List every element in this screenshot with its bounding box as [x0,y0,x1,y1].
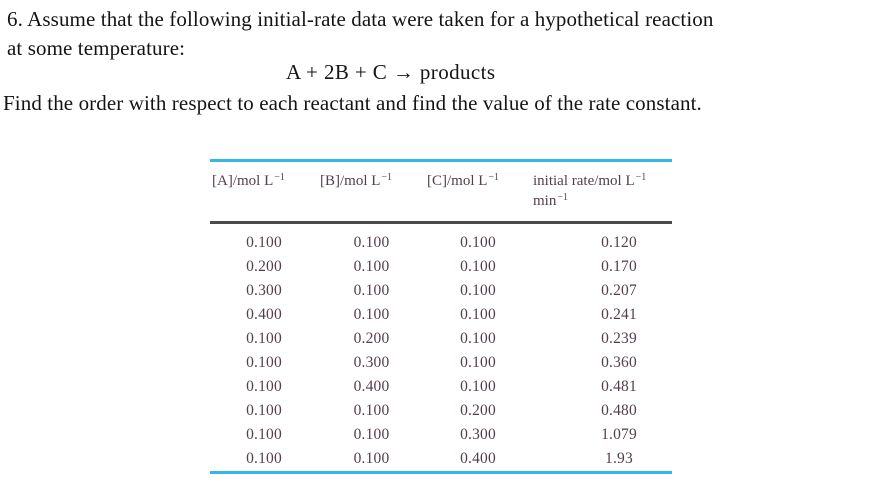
table-cell: 0.100 [246,450,282,467]
table-row: 0.100 0.100 0.300 1.079 [210,423,672,447]
table-cell: 0.300 [353,354,390,371]
table-cell: 0.300 [246,282,282,299]
table-cell: 0.100 [460,354,496,371]
column-header-rate-unit2: min [533,193,557,209]
table-cell: 0.100 [246,378,282,395]
table-cell: 0.300 [460,426,496,443]
column-header-b-label: [B]/mol L [320,173,381,189]
table-cell: 0.400 [246,306,282,323]
problem-statement-line2: at some temperature: [7,36,186,60]
column-header-c-label: [C]/mol L [427,173,488,189]
table-cell: 0.207 [601,282,637,299]
table-row: 0.100 0.200 0.100 0.239 [210,327,672,351]
table-cell: 0.100 [460,330,496,347]
table-cell: 0.120 [601,234,637,251]
column-header-rate-unit2-exponent: −1 [557,192,568,203]
reaction-equation: A + 2B + C → products [286,60,496,84]
table-cell: 0.100 [460,306,496,323]
column-header-c: [C]/mol L−1 [425,172,531,221]
table-cell: 0.100 [246,330,282,347]
table-row: 0.100 0.100 0.100 0.120 [210,231,672,255]
table-cell: 0.100 [353,402,390,419]
table-cell: 0.100 [246,354,282,371]
table-bottom-rule [210,471,672,474]
initial-rate-data-table: [A]/mol L−1 [B]/mol L−1 [C]/mol L−1 init… [210,159,672,474]
table-cell: 0.100 [353,234,390,251]
table-row: 0.100 0.400 0.100 0.481 [210,375,672,399]
table-cell: 1.93 [605,450,633,467]
table-cell: 0.100 [353,282,390,299]
table-row: 0.300 0.100 0.100 0.207 [210,279,672,303]
table-cell: 0.100 [460,234,496,251]
table-row: 0.100 0.100 0.200 0.480 [210,399,672,423]
table-cell: 0.100 [460,378,496,395]
column-header-a-label: [A]/mol L [212,173,274,189]
table-header-row: [A]/mol L−1 [B]/mol L−1 [C]/mol L−1 init… [210,162,672,221]
table-cell: 0.360 [601,354,637,371]
column-header-a: [A]/mol L−1 [210,172,318,221]
problem-question: Find the order with respect to each reac… [3,91,702,115]
table-row: 0.100 0.300 0.100 0.360 [210,351,672,375]
column-header-a-exponent: −1 [274,172,285,183]
table-cell: 0.200 [246,258,282,275]
column-header-b: [B]/mol L−1 [318,172,425,221]
table-cell: 0.400 [353,378,390,395]
column-header-rate-exponent: −1 [635,172,647,183]
table-cell: 0.100 [246,234,282,251]
table-cell: 0.400 [460,450,496,467]
table-cell: 0.100 [353,450,390,467]
table-cell: 0.241 [601,306,637,323]
table-row: 0.400 0.100 0.100 0.241 [210,303,672,327]
column-header-rate: initial rate/mol L−1 min−1 [531,172,672,221]
table-cell: 0.100 [353,306,390,323]
table-cell: 0.200 [460,402,496,419]
column-header-rate-label: initial rate/mol L [533,173,635,189]
table-cell: 0.100 [460,282,496,299]
table-cell: 0.200 [353,330,390,347]
column-header-b-exponent: −1 [381,172,393,183]
table-row: 0.100 0.100 0.400 1.93 [210,447,672,471]
table-cell: 0.100 [460,258,496,275]
table-cell: 0.481 [601,378,637,395]
table-row: 0.200 0.100 0.100 0.170 [210,255,672,279]
table-cell: 0.100 [246,426,282,443]
table-cell: 0.100 [353,258,390,275]
table-cell: 0.239 [601,330,637,347]
table-cell: 0.100 [246,402,282,419]
table-cell: 1.079 [601,426,637,443]
column-header-c-exponent: −1 [488,172,500,183]
table-body: 0.100 0.100 0.100 0.120 0.200 0.100 0.100 0.170… [210,224,672,471]
table-cell: 0.480 [601,402,637,419]
table-top-rule [210,159,672,162]
table-cell: 0.100 [353,426,390,443]
problem-statement-line1: 6. Assume that the following initial-rat… [7,7,714,31]
table-cell: 0.170 [601,258,637,275]
table-header-rule [210,221,672,224]
